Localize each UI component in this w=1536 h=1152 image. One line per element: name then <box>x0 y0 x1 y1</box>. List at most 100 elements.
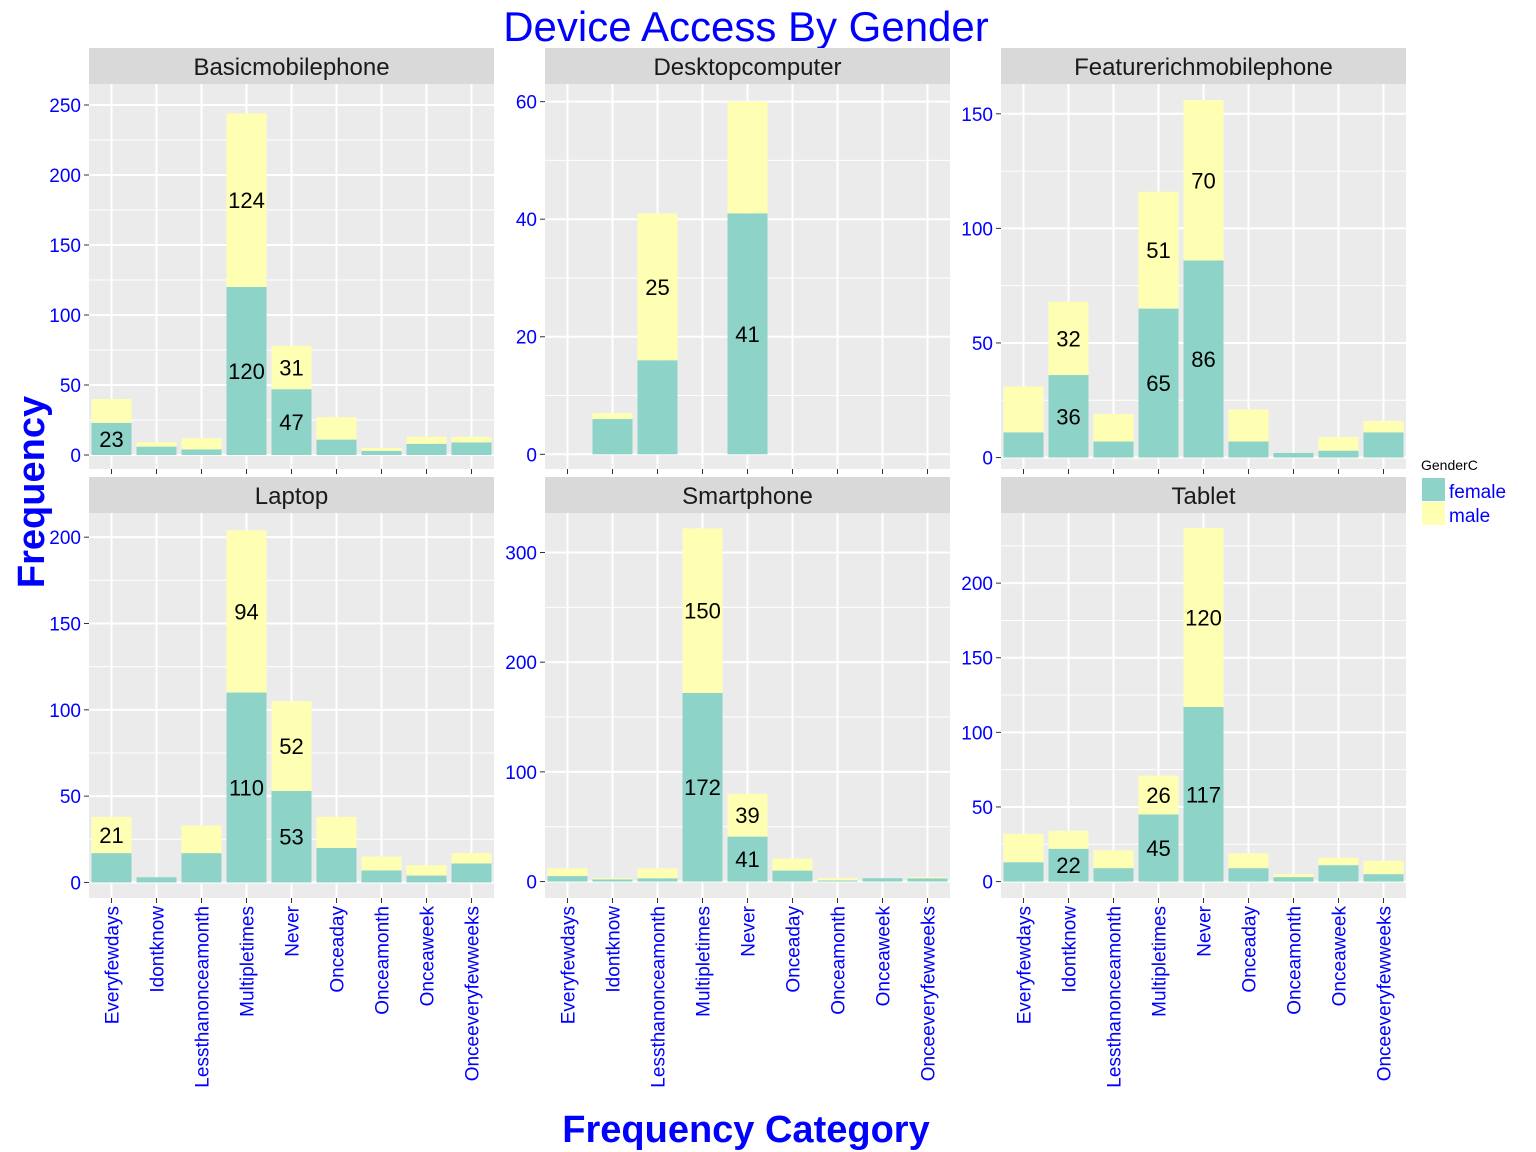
legend-title: GenderC <box>1421 457 1478 473</box>
data-label: 110 <box>229 776 264 801</box>
strip-label: Laptop <box>255 483 328 510</box>
bar-female-onceaday <box>1228 868 1269 882</box>
strip-smartphone <box>545 477 950 513</box>
data-label: 120 <box>228 359 265 384</box>
bar-female-never <box>727 836 768 882</box>
bar-female-everyfewdays <box>547 876 588 882</box>
y-tick-label: 150 <box>961 105 993 126</box>
strip-label: Tablet <box>1171 483 1235 510</box>
bar-female-everyfewdays <box>1003 862 1044 882</box>
bar-male-onceeveryfewweeks <box>451 853 492 864</box>
bar-male-idontknow <box>592 413 633 420</box>
bar-female-onceaday <box>316 439 357 455</box>
bar-male-onceeveryfewweeks <box>907 877 948 879</box>
bar-female-lessthanonceamonth <box>1093 868 1134 882</box>
bar-female-idontknow <box>136 446 177 455</box>
bar-male-lessthanonceamonth <box>637 868 678 879</box>
bar-male-idontknow <box>136 442 177 447</box>
y-tick-label: 50 <box>60 376 81 397</box>
bar-male-onceamonth <box>1273 874 1314 878</box>
bar-male-onceaweek <box>406 436 447 444</box>
data-label: 31 <box>279 356 303 381</box>
bar-female-onceamonth <box>361 870 402 883</box>
bar-male-lessthanonceamonth <box>181 438 222 450</box>
x-tick-label: Everyfewdays <box>1015 906 1036 1024</box>
x-tick-label: Onceamonth <box>373 906 394 1015</box>
legend-key-female <box>1422 478 1445 501</box>
y-tick-label: 0 <box>70 446 81 467</box>
data-label: 53 <box>279 825 303 850</box>
data-label: 65 <box>1146 371 1170 396</box>
data-label: 41 <box>735 322 759 347</box>
strip-basicmobilephone <box>89 48 494 84</box>
legend: GenderC female male <box>1421 457 1506 527</box>
bar-male-never <box>1183 527 1224 707</box>
panel-basicmobilephone: Basicmobilephone 0 50 100 150 200 250 23 120 124 4… <box>49 48 494 474</box>
bar-female-onceaday <box>772 870 813 882</box>
x-tick-label: Onceeveryfewweeks <box>463 906 484 1081</box>
bar-female-everyfewdays <box>91 853 132 883</box>
bar-male-onceeveryfewweeks <box>1363 420 1404 433</box>
bar-male-onceaday <box>1228 853 1269 869</box>
panel-featurerichmobilephone: Featurerichmobilephone 0 50 100 150 36 32 65 51 8… <box>961 48 1406 474</box>
bar-female-onceaweek <box>862 878 903 882</box>
y-tick-label: 150 <box>49 236 81 257</box>
bar-female-never <box>1183 706 1224 882</box>
y-tick-label: 0 <box>982 873 993 894</box>
bar-male-onceeveryfewweeks <box>1363 860 1404 875</box>
panel-laptop: Laptop 0 50 100 150 200 21 110 94 53 52 Everyfewday… <box>49 477 494 1088</box>
y-tick-label: 200 <box>49 528 81 549</box>
legend-label-male: male <box>1449 506 1490 527</box>
y-tick-label: 0 <box>526 873 537 894</box>
x-tick-label: Idontknow <box>604 906 625 993</box>
strip-label: Basicmobilephone <box>193 54 389 81</box>
x-tick-label: Lessthanonceamonth <box>193 906 214 1088</box>
data-label: 120 <box>1185 605 1222 630</box>
y-tick-label: 200 <box>49 166 81 187</box>
data-label: 41 <box>735 847 759 872</box>
strip-tablet <box>1001 477 1406 513</box>
x-tick-label: Onceaday <box>1240 906 1261 993</box>
data-label: 70 <box>1191 168 1215 193</box>
y-tick-label: 200 <box>505 653 537 674</box>
bar-female-never <box>271 790 312 883</box>
y-tick-label: 40 <box>516 210 537 231</box>
data-label: 21 <box>99 823 123 848</box>
x-tick-label: Onceamonth <box>1285 906 1306 1015</box>
data-label: 51 <box>1146 238 1170 263</box>
bar-female-onceamonth <box>1273 877 1314 882</box>
data-label: 150 <box>684 599 721 624</box>
y-tick-label: 20 <box>516 328 537 349</box>
x-tick-label: Onceamonth <box>829 906 850 1015</box>
data-label: 124 <box>228 188 265 213</box>
y-tick-label: 200 <box>961 574 993 595</box>
data-label: 22 <box>1056 853 1080 878</box>
bar-male-lessthanonceamonth <box>1093 414 1134 442</box>
data-label: 52 <box>279 734 303 759</box>
data-label: 25 <box>645 275 669 300</box>
strip-label: Featurerichmobilephone <box>1074 54 1333 81</box>
bar-male-onceaweek <box>1318 436 1359 451</box>
x-tick-label: Onceaweek <box>874 906 895 1007</box>
data-label: 23 <box>99 427 123 452</box>
bar-male-never <box>1183 100 1224 261</box>
bar-male-everyfewdays <box>1003 833 1044 863</box>
x-tick-label: Onceeveryfewweeks <box>1375 906 1396 1081</box>
bar-male-everyfewdays <box>91 399 132 423</box>
bar-male-multipletimes <box>1138 775 1179 815</box>
x-tick-label: Multipletimes <box>238 906 259 1017</box>
y-tick-label: 150 <box>49 614 81 635</box>
x-tick-label: Onceaweek <box>1330 906 1351 1007</box>
panel-tablet: Tablet 0 50 100 150 200 22 45 26 117 120 Everyfewda… <box>961 477 1406 1088</box>
bar-female-onceamonth <box>1273 452 1314 458</box>
bar-male-never <box>727 793 768 837</box>
legend-label-female: female <box>1449 482 1506 503</box>
bar-male-lessthanonceamonth <box>1093 850 1134 869</box>
legend-key-male <box>1422 502 1445 525</box>
bar-male-multipletimes <box>1138 191 1179 309</box>
x-tick-label: Multipletimes <box>694 906 715 1017</box>
bar-male-onceamonth <box>361 448 402 451</box>
bar-female-lessthanonceamonth <box>181 449 222 455</box>
bar-female-multipletimes <box>1138 308 1179 458</box>
x-tick-label: Everyfewdays <box>103 906 124 1024</box>
